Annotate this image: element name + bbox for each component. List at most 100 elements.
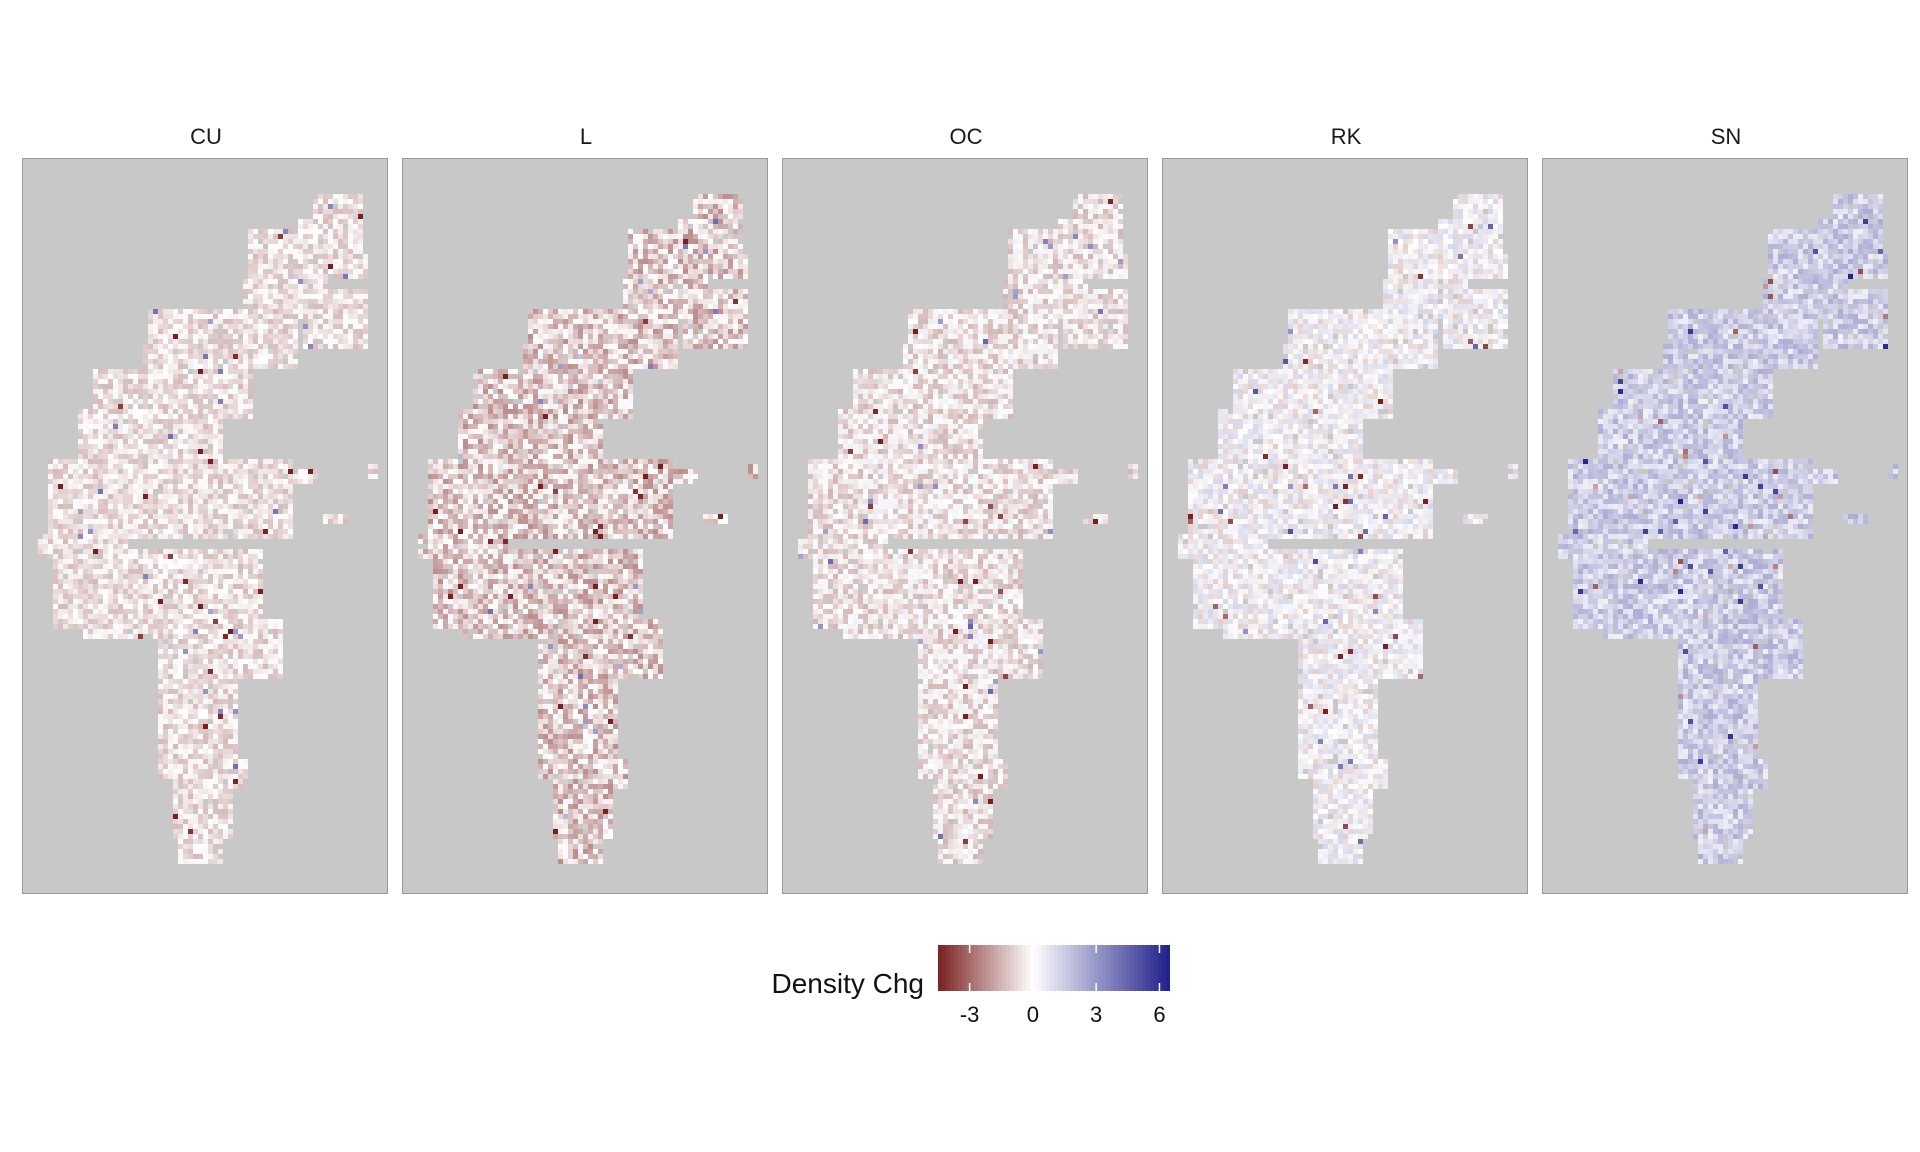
heatmap-cell — [228, 589, 233, 594]
heatmap-cell — [708, 199, 713, 204]
heatmap-cell — [168, 724, 173, 729]
heatmap-cell — [323, 199, 328, 204]
heatmap-cell — [723, 194, 728, 199]
heatmap-cell — [628, 269, 633, 274]
heatmap-cell — [643, 244, 648, 249]
heatmap-cell — [203, 659, 208, 664]
heatmap-cell — [568, 419, 573, 424]
heatmap-cell — [348, 249, 353, 254]
heatmap-cell — [653, 274, 658, 279]
heatmap-cell — [233, 674, 238, 679]
heatmap-cell — [663, 264, 668, 269]
heatmap-cell — [333, 229, 338, 234]
heatmap-cell — [173, 524, 178, 529]
heatmap-cell — [78, 564, 83, 569]
heatmap-cell — [193, 509, 198, 514]
heatmap-cell — [568, 424, 573, 429]
heatmap-cell — [498, 439, 503, 444]
heatmap-cell — [183, 789, 188, 794]
heatmap-cell — [93, 534, 98, 539]
heatmap-cell — [578, 399, 583, 404]
heatmap-cell — [638, 324, 643, 329]
heatmap-cell — [223, 509, 228, 514]
heatmap-cell — [668, 329, 673, 334]
heatmap-cell — [233, 339, 238, 344]
heatmap-cell — [238, 414, 243, 419]
heatmap-cell — [183, 679, 188, 684]
heatmap-cell — [658, 294, 663, 299]
heatmap-cell — [728, 264, 733, 269]
heatmap-cell — [168, 684, 173, 689]
heatmap-cell — [553, 354, 558, 359]
heatmap-cell — [233, 344, 238, 349]
heatmap-cell — [228, 714, 233, 719]
heatmap-cell — [373, 464, 378, 469]
heatmap-cell — [108, 474, 113, 479]
heatmap-cell — [288, 359, 293, 364]
heatmap-cell — [128, 394, 133, 399]
heatmap-cell — [623, 334, 628, 339]
heatmap-cell — [228, 744, 233, 749]
heatmap-cell — [733, 319, 738, 324]
heatmap-cell — [118, 579, 123, 584]
heatmap-cell — [73, 489, 78, 494]
heatmap-cell — [223, 489, 228, 494]
heatmap-cell — [628, 329, 633, 334]
heatmap-cell — [108, 624, 113, 629]
heatmap-cell — [673, 299, 678, 304]
heatmap-cell — [563, 404, 568, 409]
heatmap-cell — [363, 254, 368, 259]
heatmap-cell — [363, 269, 368, 274]
heatmap-cell — [218, 314, 223, 319]
heatmap-cell — [543, 329, 548, 334]
heatmap-cell — [288, 229, 293, 234]
heatmap-cell — [178, 609, 183, 614]
heatmap-cell — [238, 399, 243, 404]
heatmap-cell — [53, 559, 58, 564]
heatmap-cell — [278, 239, 283, 244]
heatmap-cell — [558, 364, 563, 369]
heatmap-cell — [88, 419, 93, 424]
heatmap-cell — [198, 379, 203, 384]
heatmap-cell — [173, 399, 178, 404]
heatmap-cell — [243, 409, 248, 414]
heatmap-cell — [178, 574, 183, 579]
heatmap-cell — [173, 649, 178, 654]
heatmap-cell — [293, 319, 298, 324]
heatmap-cell — [208, 609, 213, 614]
heatmap-cell — [173, 704, 178, 709]
heatmap-cell — [548, 414, 553, 419]
heatmap-cell — [208, 749, 213, 754]
heatmap-cell — [88, 464, 93, 469]
heatmap-cell — [198, 504, 203, 509]
heatmap-cell — [163, 769, 168, 774]
heatmap-cell — [573, 364, 578, 369]
heatmap-cell — [503, 369, 508, 374]
heatmap-cell — [578, 404, 583, 409]
heatmap-cell — [683, 224, 688, 229]
heatmap-cell — [628, 234, 633, 239]
heatmap-cell — [268, 329, 273, 334]
heatmap-cell — [228, 489, 233, 494]
heatmap-cell — [633, 354, 638, 359]
heatmap-cell — [258, 629, 263, 634]
heatmap-cell — [88, 534, 93, 539]
heatmap-cell — [213, 854, 218, 859]
heatmap-cell — [548, 334, 553, 339]
heatmap-cell — [148, 429, 153, 434]
heatmap-cell — [458, 409, 463, 414]
heatmap-cell — [528, 404, 533, 409]
heatmap-cell — [328, 234, 333, 239]
heatmap-cell — [53, 539, 58, 544]
heatmap-cell — [223, 369, 228, 374]
heatmap-cell — [208, 784, 213, 789]
heatmap-cell — [683, 234, 688, 239]
heatmap-cell — [688, 234, 693, 239]
heatmap-cell — [318, 249, 323, 254]
heatmap-cell — [593, 399, 598, 404]
heatmap-cell — [233, 574, 238, 579]
heatmap-cell — [148, 524, 153, 529]
heatmap-cell — [148, 359, 153, 364]
heatmap-cell — [293, 329, 298, 334]
heatmap-cell — [168, 399, 173, 404]
